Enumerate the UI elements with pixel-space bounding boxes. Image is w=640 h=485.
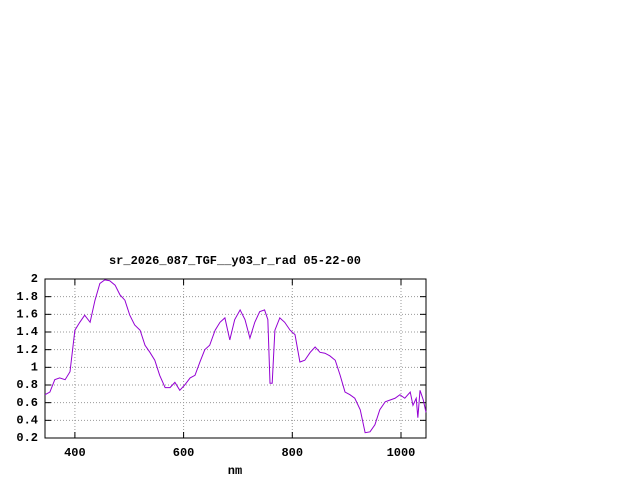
y-tick-label: 1.8 [16, 290, 38, 304]
chart-title: sr_2026_087_TGF__y03_r_rad 05-22-00 [109, 254, 361, 268]
x-tick-label: 600 [173, 446, 195, 460]
y-tick-label: 0.8 [16, 378, 38, 392]
x-tick-label: 400 [64, 446, 86, 460]
y-tick-label: 0.2 [16, 431, 38, 445]
y-tick-label: 1.4 [16, 325, 38, 339]
y-tick-label: 1.6 [16, 308, 38, 322]
x-axis-label: nm [228, 464, 242, 478]
plot-frame [44, 278, 427, 439]
y-tick-label: 1 [31, 361, 38, 375]
y-tick-label: 2 [31, 272, 38, 286]
x-tick-label: 1000 [387, 446, 416, 460]
data-line [44, 279, 427, 434]
y-tick-label: 1.2 [16, 343, 38, 357]
x-tick-label: 800 [281, 446, 303, 460]
y-tick-label: 0.6 [16, 396, 38, 410]
y-tick-label: 0.4 [16, 414, 38, 428]
